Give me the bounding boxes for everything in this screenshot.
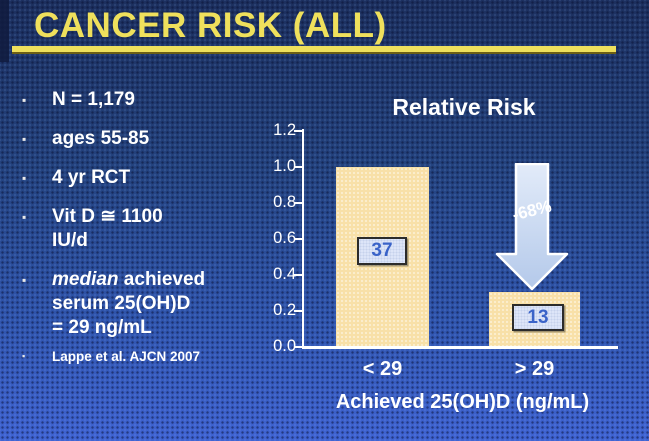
- y-axis-tick: [294, 166, 303, 168]
- y-axis-label: 0.8: [273, 193, 296, 212]
- bullet-item: ▪ 4 yr RCT: [12, 166, 267, 190]
- x-category-label: > 29: [514, 358, 555, 380]
- bullet-text: ages 55-85: [52, 128, 150, 149]
- citation-text: Lappe et al. AJCN 2007: [52, 349, 201, 364]
- bullet-item: ▪ median achieved serum 25(OH)D = 29 ng/…: [12, 268, 267, 340]
- y-axis-label: 0.0: [273, 337, 296, 356]
- bullet-text: N = 1,179: [52, 89, 135, 110]
- bar-count-label-box: 13: [512, 304, 564, 331]
- y-axis-label: 0.2: [273, 301, 296, 320]
- chart-title: Relative Risk: [392, 94, 536, 120]
- y-axis-tick: [294, 202, 303, 204]
- bullet-item: ▪ N = 1,179: [12, 88, 267, 112]
- slide-title: CANCER RISK (ALL): [34, 6, 387, 45]
- x-category-label: < 29: [362, 358, 403, 380]
- bullet-item: ▪ ages 55-85: [12, 127, 267, 151]
- y-axis-label: 1.2: [273, 121, 296, 140]
- bullet-square-icon: ▪: [22, 132, 27, 146]
- decrease-arrow-icon: [493, 162, 571, 292]
- bullet-square-icon: ▪: [22, 171, 27, 185]
- bullet-text-italic: median: [52, 269, 119, 290]
- y-axis-label: 1.0: [273, 157, 296, 176]
- y-axis-tick: [294, 346, 303, 348]
- y-axis-tick: [294, 238, 303, 240]
- corner-shade: [0, 0, 9, 62]
- bullet-text: Vit D ≅ 1100 IU/d: [52, 206, 163, 251]
- bullet-item: ▪ Vit D ≅ 1100 IU/d: [12, 205, 267, 253]
- bullet-text: median achieved serum 25(OH)D = 29 ng/mL: [52, 268, 205, 340]
- bullet-item-citation: ▪ Lappe et al. AJCN 2007: [12, 348, 267, 365]
- bullet-list: ▪ N = 1,179 ▪ ages 55-85 ▪ 4 yr RCT ▪ Vi…: [12, 88, 267, 365]
- bullet-square-icon: ▪: [22, 351, 26, 361]
- bullet-text: 4 yr RCT: [52, 167, 131, 188]
- title-underline: [12, 46, 616, 54]
- y-axis-label: 0.6: [273, 229, 296, 248]
- x-axis-title: Achieved 25(OH)D (ng/mL): [335, 391, 590, 413]
- bar-count-label-box: 37: [357, 237, 407, 265]
- x-axis-line: [302, 346, 618, 349]
- bullet-square-icon: ▪: [22, 273, 27, 287]
- bullet-square-icon: ▪: [22, 210, 27, 224]
- y-axis-label: 0.4: [273, 265, 296, 284]
- bullet-text-rest: achieved serum 25(OH)D = 29 ng/mL: [52, 269, 206, 338]
- y-axis-line: [302, 129, 304, 348]
- y-axis-tick: [294, 310, 303, 312]
- y-axis-tick: [294, 130, 303, 132]
- y-axis-tick: [294, 274, 303, 276]
- bullet-square-icon: ▪: [22, 93, 27, 107]
